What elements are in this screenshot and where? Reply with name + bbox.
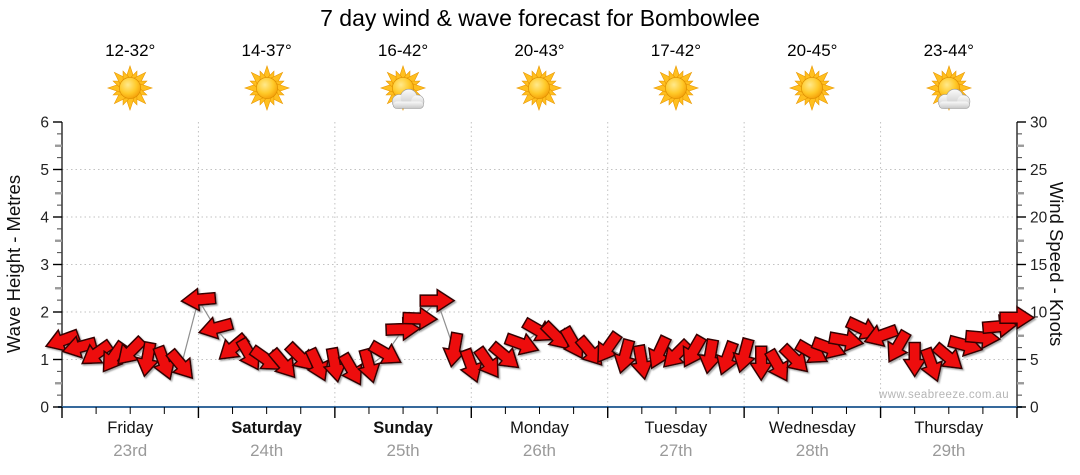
wind-arrow	[165, 347, 194, 380]
daily-forecast-row: 12-32° 14-37° 16-42° 20-43° 17-42° 20-45…	[62, 40, 1017, 113]
day-summary: 12-32°	[62, 40, 198, 113]
day-date: 28th	[795, 441, 829, 460]
wind-arrow	[732, 336, 757, 374]
day-temp-range: 23-44°	[923, 41, 974, 60]
wind-arrow	[503, 332, 540, 356]
left-axis-tick-label: 0	[40, 400, 49, 417]
x-day-label: Monday 26th	[471, 417, 607, 462]
wind-arrow	[322, 346, 347, 384]
day-summary: 20-43°	[471, 40, 607, 113]
left-axis-tick-label: 1	[40, 352, 49, 369]
left-axis-tick-label: 2	[40, 305, 49, 322]
wind-arrow	[367, 339, 402, 365]
right-axis-tick-label: 30	[1030, 115, 1048, 132]
x-day-label: Saturday 24th	[198, 417, 334, 462]
day-summary: 16-42°	[335, 40, 471, 113]
x-day-label: Friday 23rd	[62, 417, 198, 462]
wind-arrow	[117, 334, 148, 365]
gridlines	[62, 122, 1017, 407]
x-day-label: Wednesday 28th	[744, 417, 880, 462]
left-axis-tick-label: 3	[40, 257, 49, 274]
axis-ticks	[53, 121, 1026, 418]
x-axis-labels: Friday 23rd Saturday 24th Sunday 25th Mo…	[62, 417, 1017, 462]
day-temp-range: 20-45°	[787, 41, 838, 60]
wind-arrow	[180, 287, 217, 312]
left-axis-tick-label: 4	[40, 210, 49, 227]
x-day-label: Sunday 25th	[335, 417, 471, 462]
wind-arrow	[304, 346, 329, 382]
wind-arrow	[81, 338, 115, 365]
day-temp-range: 17-42°	[650, 41, 702, 60]
wind-arrow	[715, 339, 740, 376]
wind-arrow	[44, 328, 81, 352]
day-date: 29th	[932, 441, 966, 460]
wind-arrow	[402, 306, 439, 331]
wind-arrow	[778, 342, 809, 373]
wind-arrow	[999, 305, 1036, 331]
day-temp-range: 12-32°	[105, 41, 156, 60]
right-axis-tick-label: 0	[1030, 400, 1039, 417]
day-name: Saturday	[231, 419, 302, 437]
wind-arrow	[613, 337, 637, 375]
left-axis-tick-label: 5	[40, 162, 49, 179]
wind-arrow	[574, 334, 603, 366]
wind-arrow	[442, 331, 467, 369]
wind-arrow	[919, 346, 944, 383]
wind-arrow	[697, 338, 723, 375]
day-name: Monday	[510, 419, 569, 437]
watermark: www.seabreeze.com.au	[878, 389, 1009, 401]
wind-arrow	[887, 328, 912, 364]
wind-arrow	[197, 315, 235, 340]
wind-arrows	[44, 287, 1036, 386]
day-date: 25th	[386, 441, 420, 460]
wind-arrow	[931, 341, 963, 370]
day-name: Friday	[107, 419, 154, 437]
wind-arrow	[337, 351, 363, 386]
wind-arrow	[647, 334, 673, 370]
wind-arrow	[267, 346, 296, 379]
day-date: 23rd	[113, 441, 148, 460]
right-axis-tick-label: 25	[1030, 162, 1047, 179]
wind-arrow	[902, 341, 928, 378]
wind-arrow	[629, 343, 654, 381]
day-summary: 14-37°	[198, 40, 334, 113]
wind-arrow	[472, 345, 499, 379]
day-temp-range: 20-43°	[514, 41, 565, 60]
day-summary: 23-44°	[881, 40, 1017, 113]
day-date: 26th	[522, 441, 557, 460]
day-temp-range: 16-42°	[377, 41, 429, 60]
day-name: Sunday	[373, 419, 433, 437]
wind-arrow	[764, 347, 789, 383]
day-name: Wednesday	[768, 419, 856, 437]
day-summary: 20-45°	[744, 40, 880, 113]
wind-arrow	[662, 337, 693, 368]
x-day-label: Tuesday 27th	[608, 417, 744, 462]
wind-arrow	[827, 328, 865, 353]
day-summary: 17-42°	[608, 40, 744, 113]
right-axis-tick-label: 20	[1030, 210, 1048, 227]
day-name: Thursday	[914, 419, 984, 437]
wind-arrow	[459, 347, 483, 384]
x-day-label: Thursday 29th	[881, 417, 1017, 462]
wind-arrow	[356, 347, 381, 384]
wind-arrow	[419, 288, 456, 313]
day-date: 27th	[659, 441, 693, 460]
day-name: Tuesday	[644, 419, 708, 437]
right-axis-tick-label: 5	[1030, 352, 1039, 369]
wind-arrow	[135, 340, 160, 378]
day-date: 24th	[250, 441, 284, 460]
left-axis-tick-label: 6	[40, 115, 49, 132]
right-axis-tick-label: 15	[1030, 257, 1047, 274]
wind-arrow	[863, 323, 900, 348]
wind-arrow	[61, 334, 98, 359]
day-temp-range: 14-37°	[241, 41, 292, 60]
page-title: 7 day wind & wave forecast for Bombowlee	[320, 5, 760, 31]
wind-arrow	[487, 340, 520, 369]
